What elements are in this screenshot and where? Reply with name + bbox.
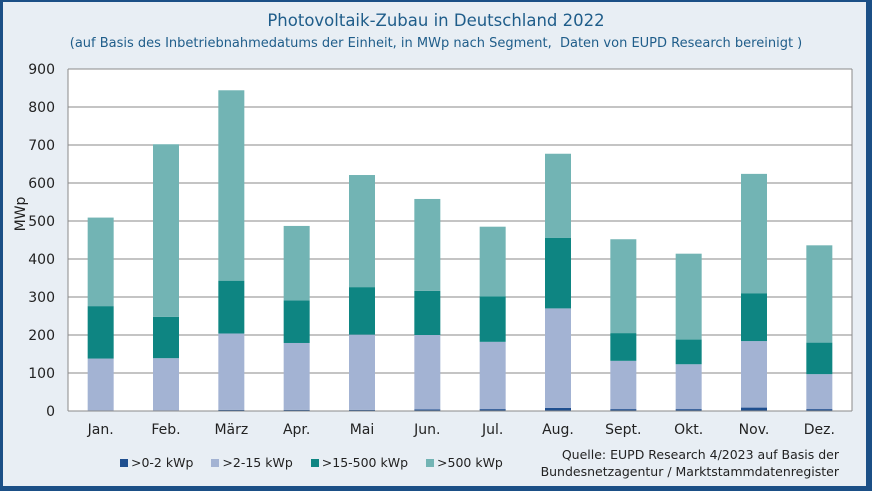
source-line-2: Bundesnetzagentur / Marktstammdatenregis… — [540, 464, 839, 479]
bar-segment-okt-series-2 — [675, 339, 702, 365]
bar-segment-märz-series-3 — [218, 90, 245, 281]
x-tick-label: Nov. — [739, 422, 770, 438]
bar-segment-jul-series-2 — [479, 296, 506, 342]
bar-segment-apr-series-1 — [283, 342, 310, 410]
legend-item: >500 kWp — [426, 455, 503, 470]
y-tick-label: 200 — [28, 328, 55, 344]
legend-label: >500 kWp — [437, 455, 503, 470]
source-line-1: Quelle: EUPD Research 4/2023 auf Basis d… — [561, 447, 839, 462]
bars — [87, 90, 833, 411]
legend-label: >15-500 kWp — [321, 455, 409, 470]
bar-segment-jun-series-2 — [414, 290, 441, 335]
x-tick-label: Dez. — [804, 422, 835, 438]
chart-subtitle: (auf Basis des Inbetriebnahmedatums der … — [69, 36, 803, 51]
x-tick-labels: Jan. Feb. März Apr. Mai Jun. Jul. Aug. Sept. Okt.… — [87, 422, 835, 438]
bar-segment-okt-series-0 — [675, 409, 702, 411]
bar-segment-jan-series-3 — [87, 217, 114, 307]
bar-segment-apr-series-3 — [283, 225, 310, 301]
y-tick-labels: 0 100 200 300 400 500 600 700 800 900 — [28, 62, 55, 420]
chart-title: Photovoltaik-Zubau in Deutschland 2022 — [267, 11, 605, 30]
gridlines — [68, 68, 852, 374]
bar-segment-dez-series-3 — [806, 245, 833, 343]
bar-segment-aug-series-2 — [545, 237, 571, 309]
bar-segment-nov-series-2 — [741, 293, 767, 342]
bar-segment-aug-series-0 — [545, 407, 571, 411]
bar-segment-jun-series-1 — [414, 335, 441, 410]
bar-segment-nov-series-1 — [741, 341, 767, 408]
x-tick-label: Aug. — [542, 422, 574, 438]
bar-segment-nov-series-3 — [741, 173, 767, 294]
y-tick-label: 700 — [28, 138, 55, 154]
bar-segment-mai-series-3 — [349, 175, 375, 288]
bar-segment-jul-series-0 — [479, 409, 506, 411]
legend-label: >2-15 kWp — [222, 455, 293, 470]
bar-segment-jan-series-2 — [87, 306, 114, 359]
bar-segment-aug-series-3 — [545, 153, 571, 238]
bar-segment-apr-series-2 — [283, 300, 310, 343]
x-tick-label: Apr. — [283, 422, 310, 438]
bar-segment-feb-series-1 — [153, 358, 179, 411]
bar-segment-mai-series-1 — [349, 334, 375, 410]
bar-segment-dez-series-2 — [806, 342, 833, 375]
x-tick-label: Jan. — [87, 422, 114, 438]
legend-item: >2-15 kWp — [211, 455, 293, 470]
bar-segment-dez-series-0 — [806, 409, 833, 411]
bar-segment-sept-series-0 — [610, 409, 637, 411]
y-tick-label: 300 — [28, 290, 55, 306]
bar-segment-aug-series-1 — [545, 308, 571, 408]
source-note: Quelle: EUPD Research 4/2023 auf Basis d… — [541, 446, 839, 480]
legend-swatch — [310, 458, 319, 467]
bar-segment-feb-series-3 — [153, 144, 179, 317]
x-tick-label: Okt. — [674, 422, 703, 438]
bar-segment-mai-series-2 — [349, 287, 375, 335]
bar-segment-okt-series-1 — [675, 364, 702, 410]
bar-segment-apr-series-0 — [283, 409, 310, 411]
bar-segment-märz-series-2 — [218, 280, 245, 334]
bar-segment-jul-series-1 — [479, 341, 506, 410]
bar-segment-jul-series-3 — [479, 226, 506, 297]
y-tick-label: 100 — [28, 366, 55, 382]
x-tick-label: Mai — [350, 422, 375, 438]
legend-item: >0-2 kWp — [120, 455, 193, 470]
bar-segment-feb-series-2 — [153, 316, 179, 359]
x-tick-label: März — [214, 422, 248, 438]
y-tick-label: 500 — [28, 214, 55, 230]
y-tick-label: 900 — [28, 62, 55, 78]
x-tick-label: Jun. — [413, 422, 440, 438]
legend-swatch — [211, 458, 220, 467]
x-tick-label: Jul. — [481, 422, 503, 438]
legend-item: >15-500 kWp — [310, 455, 409, 470]
bar-segment-sept-series-2 — [610, 333, 637, 361]
bar-segment-nov-series-0 — [741, 407, 767, 411]
y-tick-label: 800 — [28, 100, 55, 116]
legend: >0-2 kWp >2-15 kWp >15-500 kWp >500 kWp — [120, 455, 503, 470]
y-tick-label: 600 — [28, 176, 55, 192]
bar-segment-jan-series-1 — [87, 358, 114, 411]
legend-swatch — [120, 458, 128, 467]
y-tick-label: 0 — [46, 404, 55, 420]
plot-area — [68, 69, 852, 411]
x-tick-label: Feb. — [151, 422, 180, 438]
bar-segment-mai-series-0 — [349, 409, 375, 411]
bar-segment-okt-series-3 — [675, 253, 702, 340]
bar-segment-jun-series-0 — [414, 409, 441, 411]
y-axis-label: MWp — [13, 196, 29, 231]
bar-segment-märz-series-1 — [218, 333, 245, 410]
bar-segment-dez-series-1 — [806, 374, 833, 410]
bar-segment-sept-series-1 — [610, 360, 637, 410]
bar-segment-sept-series-3 — [610, 239, 637, 334]
y-tick-label: 400 — [28, 252, 55, 268]
legend-swatch — [426, 458, 435, 467]
bar-segment-märz-series-0 — [218, 409, 245, 411]
x-tick-label: Sept. — [605, 422, 641, 438]
bar-segment-jun-series-3 — [414, 198, 441, 291]
legend-label: >0-2 kWp — [131, 455, 194, 470]
